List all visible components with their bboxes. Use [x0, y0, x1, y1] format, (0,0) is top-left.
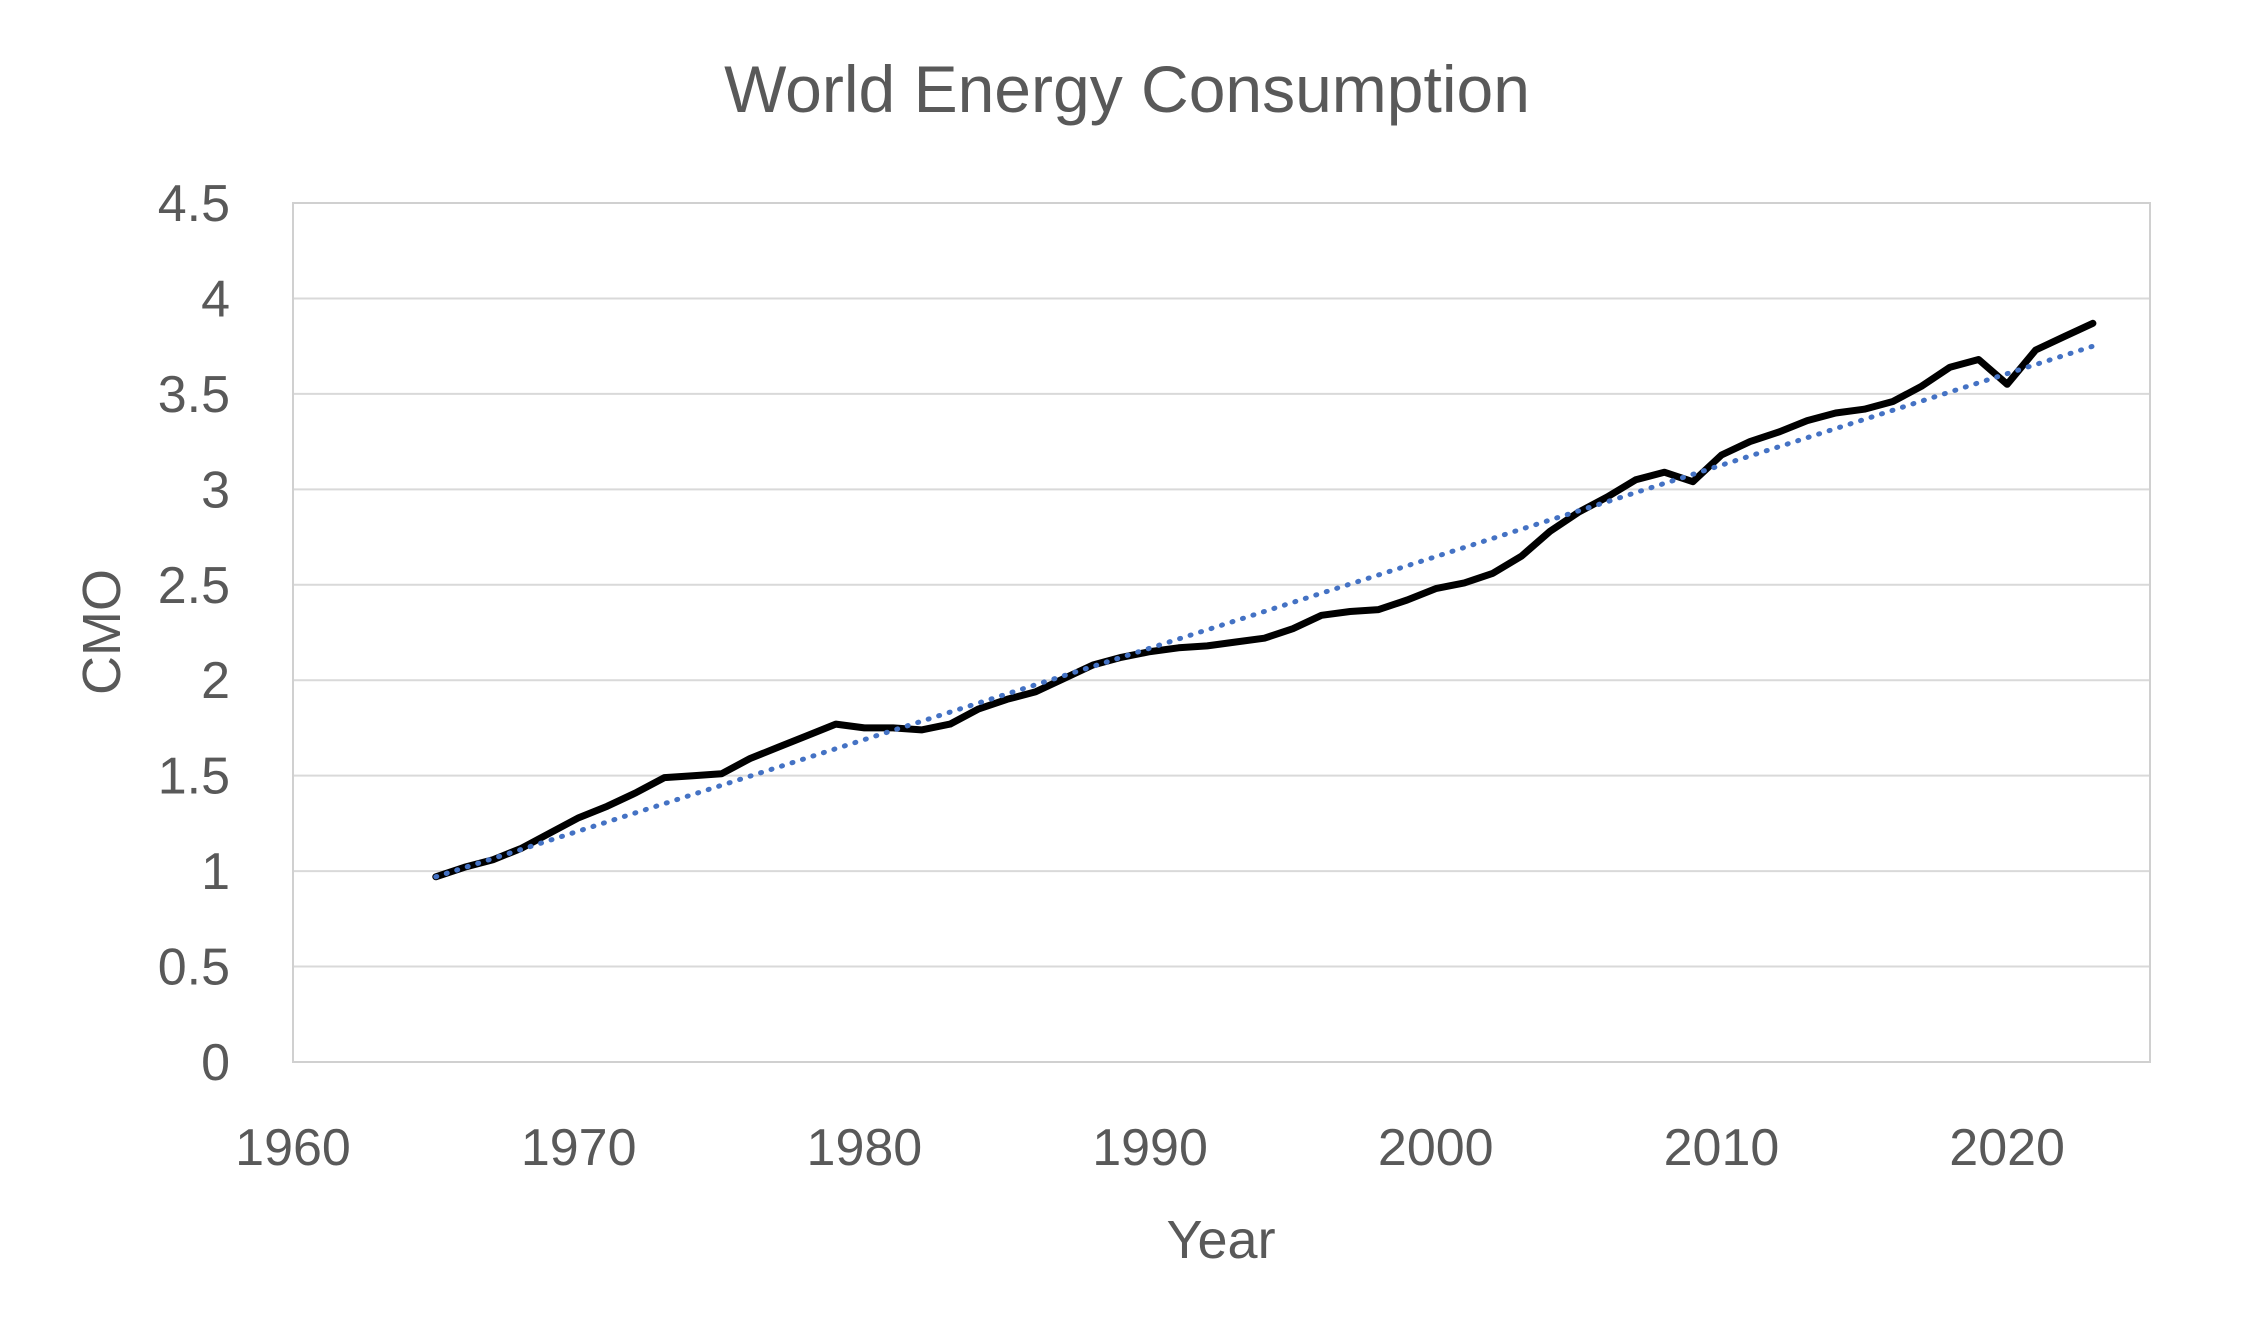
y-tick-label: 4.5 [158, 175, 230, 233]
y-tick-label: 1 [201, 843, 230, 901]
y-tick-label: 2 [201, 652, 230, 710]
x-axis-title: Year [1166, 1210, 1275, 1270]
x-tick-label: 2000 [1378, 1119, 1494, 1177]
x-tick-label: 1980 [807, 1119, 923, 1177]
gridlines [293, 297, 2150, 968]
x-axis-ticks: 1960 1970 1980 1990 2000 2010 2020 [235, 1119, 2065, 1177]
x-tick-label: 2010 [1664, 1119, 1780, 1177]
y-tick-label: 0.5 [158, 939, 230, 997]
x-tick-label: 1970 [521, 1119, 637, 1177]
y-tick-label: 2.5 [158, 557, 230, 615]
series-layer [432, 319, 2097, 881]
chart-title: World Energy Consumption [724, 52, 1530, 126]
y-tick-label: 3 [201, 461, 230, 519]
x-tick-label: 2020 [1949, 1119, 2065, 1177]
y-tick-label: 4 [201, 270, 230, 328]
x-tick-label: 1990 [1092, 1119, 1208, 1177]
y-tick-label: 3.5 [158, 366, 230, 424]
y-axis-title: CMO [72, 569, 132, 695]
series-line [432, 319, 2097, 881]
x-tick-label: 1960 [235, 1119, 351, 1177]
y-tick-label: 0 [201, 1034, 230, 1092]
plot-area-border [292, 202, 2151, 1063]
trendline [433, 343, 2096, 880]
y-tick-label: 1.5 [158, 748, 230, 806]
y-axis-ticks: 0 0.5 1 1.5 2 2.5 3 3.5 4 4.5 [158, 175, 230, 1092]
